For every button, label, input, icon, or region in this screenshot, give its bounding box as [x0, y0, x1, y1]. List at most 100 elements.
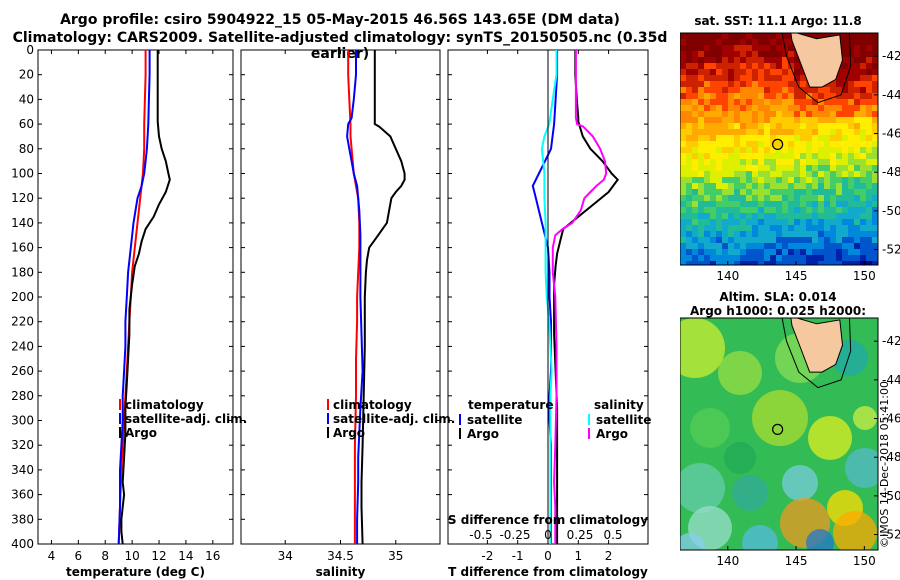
- sst-cell: [716, 219, 722, 225]
- sst-cell: [812, 177, 818, 183]
- sst-cell: [758, 183, 764, 189]
- sst-cell: [836, 225, 842, 231]
- sst-cell: [716, 111, 722, 117]
- sst-cell: [734, 237, 740, 243]
- sst-cell: [704, 147, 710, 153]
- sst-cell: [782, 75, 788, 81]
- sst-cell: [776, 219, 782, 225]
- sst-cell: [812, 165, 818, 171]
- sst-cell: [740, 153, 746, 159]
- sst-cell: [734, 243, 740, 249]
- sst-cell: [716, 93, 722, 99]
- sst-cell: [836, 207, 842, 213]
- sst-cell: [848, 45, 854, 51]
- sst-cell: [812, 153, 818, 159]
- sst-cell: [686, 171, 692, 177]
- sst-cell: [758, 141, 764, 147]
- sst-cell: [734, 255, 740, 261]
- sst-cell: [704, 105, 710, 111]
- sst-cell: [830, 117, 836, 123]
- sst-cell: [860, 117, 866, 123]
- sst-cell: [764, 87, 770, 93]
- sst-cell: [686, 219, 692, 225]
- sst-cell: [842, 39, 848, 45]
- sst-cell: [860, 225, 866, 231]
- sst-cell: [788, 255, 794, 261]
- sst-cell: [806, 201, 812, 207]
- sst-cell: [740, 219, 746, 225]
- sst-cell: [716, 123, 722, 129]
- sst-cell: [710, 243, 716, 249]
- sst-cell: [776, 33, 782, 39]
- sst-cell: [776, 93, 782, 99]
- sst-cell: [752, 87, 758, 93]
- sst-cell: [794, 147, 800, 153]
- difference-series-1: [553, 50, 620, 544]
- sst-cell: [836, 249, 842, 255]
- sla-xtick-label: 140: [716, 554, 739, 568]
- sst-cell: [758, 93, 764, 99]
- sst-cell: [782, 225, 788, 231]
- sst-cell: [836, 141, 842, 147]
- sst-cell: [692, 63, 698, 69]
- sst-cell: [704, 231, 710, 237]
- sst-cell: [782, 153, 788, 159]
- sst-cell: [680, 207, 686, 213]
- sst-cell: [728, 141, 734, 147]
- sst-cell: [818, 165, 824, 171]
- sst-cell: [698, 261, 704, 265]
- difference-xlabel: T difference from climatology: [448, 565, 648, 579]
- sst-cell: [782, 135, 788, 141]
- sst-cell: [728, 195, 734, 201]
- depth-tick-label: 60: [19, 117, 34, 131]
- sst-cell: [854, 231, 860, 237]
- sst-cell: [758, 123, 764, 129]
- sst-cell: [722, 81, 728, 87]
- sst-cell: [764, 141, 770, 147]
- sst-cell: [692, 213, 698, 219]
- sst-cell: [782, 123, 788, 129]
- sst-cell: [824, 129, 830, 135]
- sla-frame: [680, 317, 879, 551]
- temperature-xtick-label: 10: [124, 549, 139, 563]
- sst-cell: [722, 249, 728, 255]
- sst-cell: [794, 57, 800, 63]
- sst-cell: [728, 237, 734, 243]
- sst-cell: [818, 159, 824, 165]
- sst-cell: [806, 171, 812, 177]
- sst-cell: [806, 147, 812, 153]
- sst-cell: [860, 189, 866, 195]
- sst-cell: [764, 243, 770, 249]
- sst-cell: [704, 87, 710, 93]
- sst-cell: [770, 189, 776, 195]
- sst-cell: [728, 99, 734, 105]
- sst-cell: [704, 219, 710, 225]
- sst-cell: [728, 183, 734, 189]
- sst-cell: [860, 165, 866, 171]
- sst-cell: [770, 165, 776, 171]
- sst-cell: [800, 75, 806, 81]
- sst-cell: [806, 213, 812, 219]
- sst-cell: [848, 213, 854, 219]
- sst-cell: [782, 243, 788, 249]
- sst-cell: [866, 51, 872, 57]
- sst-cell: [848, 231, 854, 237]
- sst-cell: [770, 111, 776, 117]
- sst-cell: [770, 63, 776, 69]
- sst-cell: [734, 75, 740, 81]
- sla-map: -42 -44 -46 -48 -50 -52 140 145 150: [680, 317, 900, 568]
- sst-cell: [764, 189, 770, 195]
- sst-cell: [758, 57, 764, 63]
- sst-cell: [782, 201, 788, 207]
- sst-cell: [800, 165, 806, 171]
- sst-cell: [860, 39, 866, 45]
- sst-cell: [710, 39, 716, 45]
- sst-cell: [806, 177, 812, 183]
- temperature-legend-label: climatology: [125, 398, 204, 412]
- sst-cell: [752, 225, 758, 231]
- sst-cell: [830, 153, 836, 159]
- sst-cell: [752, 261, 758, 265]
- sst-cell: [848, 135, 854, 141]
- sst-cell: [716, 81, 722, 87]
- sst-cell: [776, 87, 782, 93]
